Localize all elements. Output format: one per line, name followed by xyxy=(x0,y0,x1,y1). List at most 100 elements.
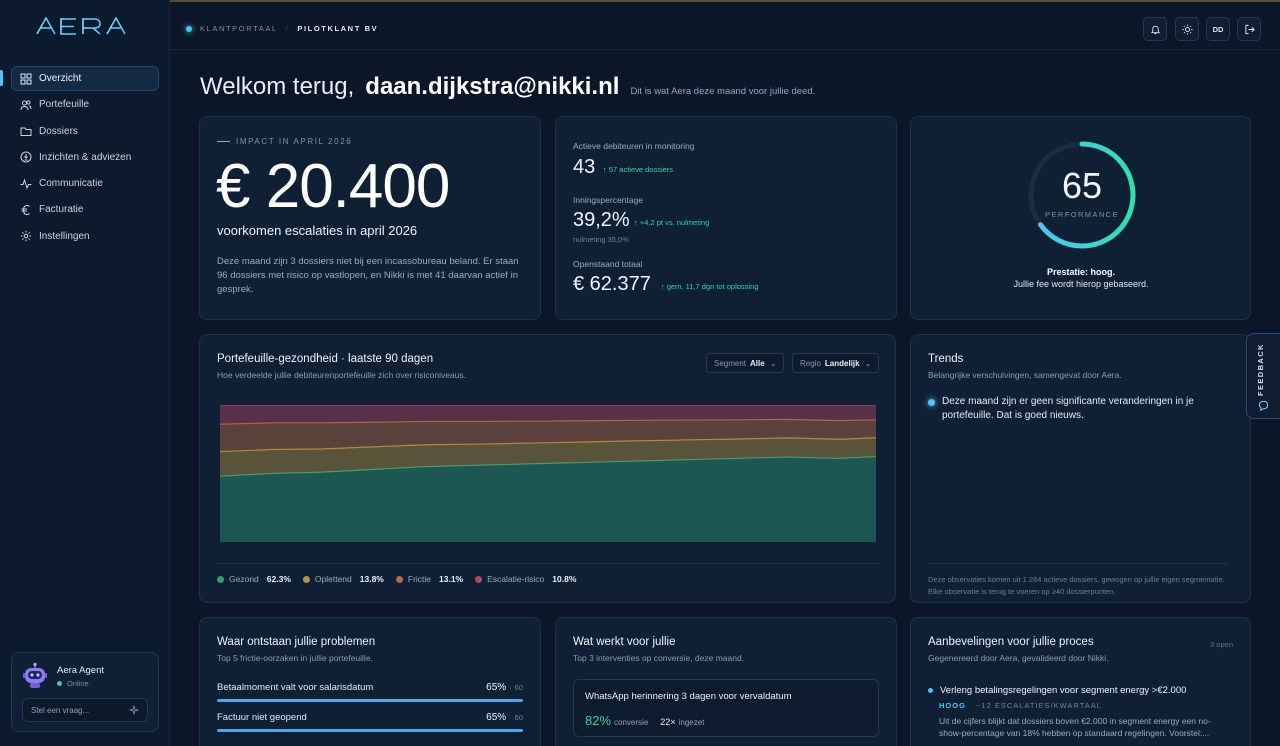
segment-filter[interactable]: Segment Alle ⌄ xyxy=(706,353,785,373)
area-escalatie xyxy=(220,405,876,425)
chevron-down-icon: ⌄ xyxy=(769,358,777,368)
theme-toggle-button[interactable] xyxy=(1175,17,1199,41)
health-legend: Gezond 62.3% Oplettend 13.8% Frictie 13.1% … xyxy=(217,574,588,584)
legend-escalatie: Escalatie-risico 10.8% xyxy=(475,574,576,584)
recommendation-impact: ~12 ESCALATIES/KWARTAAL xyxy=(976,701,1102,710)
performance-card: 65 PERFORMANCE Prestatie: hoog. Jullie f… xyxy=(910,116,1251,320)
pulse-icon xyxy=(20,178,32,190)
sidebar-item-label: Portefeuille xyxy=(39,99,90,111)
agent-question-input[interactable]: Stel een vraag... xyxy=(22,698,148,722)
welcome-subtitle: Dit is wat Aera deze maand voor jullie d… xyxy=(630,86,816,97)
breadcrumb-root[interactable]: KLANTPORTAAL xyxy=(200,24,278,33)
feedback-label: FEEDBACK xyxy=(1256,343,1265,396)
active-indicator xyxy=(0,70,3,86)
recommendation-dot xyxy=(928,688,933,693)
problem-row[interactable]: Betaalmoment valt voor salarisdatum 65% ·… xyxy=(217,682,523,702)
performance-label: PERFORMANCE xyxy=(1045,210,1119,219)
kpi-delta-debiteuren: ↑ 57 actieve dossiers xyxy=(603,165,673,174)
sidebar-item-portefeuille[interactable]: Portefeuille xyxy=(11,92,159,117)
regio-filter[interactable]: Regio Landelijk ⌄ xyxy=(792,353,880,373)
notifications-button[interactable] xyxy=(1143,17,1167,41)
legend-label: Frictie xyxy=(407,574,432,584)
kpi-delta-openstaand: ↑ gem. 11,7 dgn tot oplossing xyxy=(661,282,758,291)
sidebar-item-dossiers[interactable]: Dossiers xyxy=(11,119,159,144)
area-frictie-line xyxy=(220,418,876,425)
legend-label: Oplettend xyxy=(314,574,352,584)
recommendations-subtitle: Gegenereerd door Aera, gevalideerd door … xyxy=(928,653,1109,663)
sidebar-item-label: Overzicht xyxy=(39,73,82,84)
sidebar-item-instellingen[interactable]: Instellingen xyxy=(11,224,159,249)
legend-gezond: Gezond 62.3% xyxy=(217,574,291,584)
kpi-delta-debiteuren-text: 57 actieve dossiers xyxy=(608,165,674,174)
kpi-value-inning: 39,2% xyxy=(573,209,630,231)
legend-dot xyxy=(395,575,403,583)
logout-button[interactable] xyxy=(1237,17,1261,41)
kpi-value-debiteuren: 43 xyxy=(573,156,596,178)
legend-label: Escalatie-risico xyxy=(487,574,545,584)
priority-badge: HOOG xyxy=(939,701,966,710)
problem-bar-track xyxy=(217,699,523,702)
legend-oplettend: Oplettend 13.8% xyxy=(302,574,384,584)
intervention-item[interactable]: WhatsApp herinnering 3 dagen voor verval… xyxy=(573,679,879,737)
breadcrumb-current: PILOTKLANT BV xyxy=(297,24,379,33)
intervention-conversion: 82% xyxy=(585,713,612,728)
problem-value: 65% · 60 xyxy=(486,712,523,723)
sidebar-item-overzicht[interactable]: Overzicht xyxy=(11,66,159,91)
robot-icon xyxy=(23,662,47,688)
intervention-count-label: ingezet xyxy=(678,718,705,727)
sparkle-icon[interactable] xyxy=(129,705,139,715)
impact-card: IMPACT IN APRIL 2026 € 20.400 voorkomen … xyxy=(199,116,541,320)
trends-card: Trends Belangrijke verschuivingen, samen… xyxy=(910,334,1251,603)
problem-pct: 65% xyxy=(486,712,507,723)
works-title: Wat werkt voor jullie xyxy=(573,636,676,648)
feedback-tab[interactable]: FEEDBACK xyxy=(1246,333,1280,419)
logout-icon xyxy=(1244,24,1255,34)
bell-icon xyxy=(1150,25,1160,34)
legend-value: 13.1% xyxy=(439,574,464,584)
regio-filter-value: Landelijk xyxy=(824,358,860,368)
topbar: KLANTPORTAAL / PILOTKLANT BV DD xyxy=(170,0,1280,50)
kpi-label-inning: Inningspercentage xyxy=(573,195,643,205)
trends-footnote: Deze observaties komen uit 1.284 actieve… xyxy=(928,563,1228,598)
welcome-header: Welkom terug, daan.dijkstra@nikki.nl Dit… xyxy=(200,73,815,101)
recommendations-count: 3 open xyxy=(1210,640,1233,649)
aera-logo[interactable] xyxy=(36,17,134,35)
recommendation-item[interactable]: Verleng betalingsregelingen voor segment… xyxy=(928,685,1228,739)
performance-gauge xyxy=(1028,141,1136,249)
performance-score: 65 xyxy=(1061,165,1103,206)
problem-label: Betaalmoment valt voor salarisdatum xyxy=(217,682,374,693)
sidebar-item-label: Communicatie xyxy=(39,178,103,190)
chart-divider xyxy=(217,563,880,564)
problem-row[interactable]: Factuur niet geopend 65% · 60 xyxy=(217,712,523,732)
agent-panel: Aera Agent Online Stel een vraag... xyxy=(11,652,159,732)
problem-bar-track xyxy=(217,729,523,732)
user-avatar-button[interactable]: DD xyxy=(1206,17,1230,41)
sidebar-item-inzichten[interactable]: Inzichten & adviezen xyxy=(11,145,159,170)
sidebar-item-label: Dossiers xyxy=(39,125,78,137)
breadcrumb: KLANTPORTAAL / PILOTKLANT BV xyxy=(186,24,378,33)
recommendations-card: Aanbevelingen voor jullie proces Gegener… xyxy=(910,617,1251,746)
intervention-count: 22× xyxy=(660,717,676,727)
legend-value: 13.8% xyxy=(359,574,384,584)
breadcrumb-separator: / xyxy=(285,24,290,33)
sidebar-item-facturatie[interactable]: Facturatie xyxy=(11,197,159,222)
kpi-card: Actieve debiteuren in monitoring 43 ↑ 57… xyxy=(555,116,897,320)
health-card: Portefeuille-gezondheid · laatste 90 dag… xyxy=(199,334,896,603)
intervention-title: WhatsApp herinnering 3 dagen voor verval… xyxy=(585,691,792,702)
legend-value: 62.3% xyxy=(266,574,291,584)
impact-description: Deze maand zijn 3 dossiers niet bij een … xyxy=(217,256,519,295)
gear-icon xyxy=(20,231,32,242)
sidebar-item-communicatie[interactable]: Communicatie xyxy=(11,171,159,196)
sidebar-item-label: Facturatie xyxy=(39,204,84,216)
recommendation-description: Uit de cijfers blijkt dat dossiers boven… xyxy=(939,716,1211,738)
area-oplettend-line xyxy=(220,437,876,453)
bulb-icon xyxy=(20,151,32,163)
area-frictie xyxy=(220,419,876,452)
sidebar-item-label: Inzichten & adviezen xyxy=(39,151,132,163)
agent-status: Online xyxy=(57,679,89,688)
problems-subtitle: Top 5 frictie-oorzaken in jullie portefe… xyxy=(217,653,373,663)
sidebar: Overzicht Portefeuille Dossiers Inzichte… xyxy=(0,0,170,746)
arrow-up-icon: ↑ xyxy=(634,218,638,227)
performance-text-bold: Prestatie: hoog. xyxy=(1046,267,1115,277)
health-subtitle: Hoe verdeelde jullie debiteurenportefeui… xyxy=(217,370,467,380)
